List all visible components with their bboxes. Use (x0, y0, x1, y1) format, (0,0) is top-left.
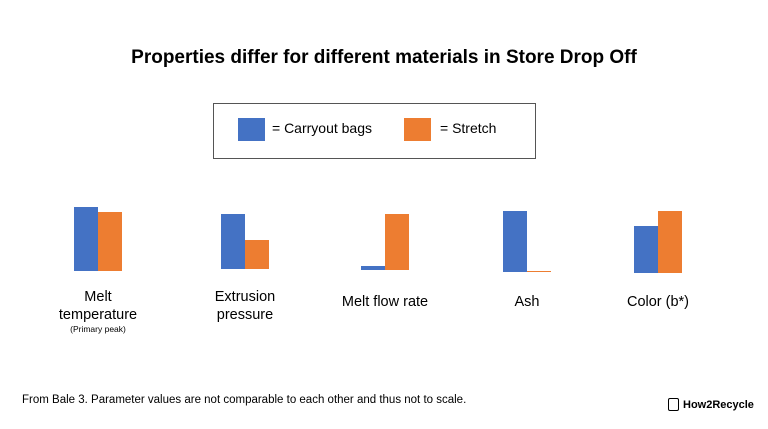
legend-text: = Stretch (440, 120, 497, 136)
logo-icon (668, 398, 679, 411)
chart-title: Melt temperature (58, 289, 138, 323)
bar (658, 211, 682, 273)
chart-title: Extrusion pressure (214, 289, 276, 323)
bar (361, 266, 385, 270)
legend-text: = Carryout bags (272, 120, 372, 136)
chart-title: Ash (514, 294, 540, 310)
slide-title: Properties differ for different material… (131, 47, 637, 68)
chart-title: Melt flow rate (341, 294, 429, 310)
bar (74, 207, 98, 271)
bar (634, 226, 658, 273)
logo-text: How2Recycle (683, 399, 754, 411)
bar (221, 214, 245, 269)
bar (503, 211, 527, 272)
footnote: From Bale 3. Parameter values are not co… (22, 394, 467, 406)
bar (98, 212, 122, 271)
bar (245, 240, 269, 269)
chart-label: Color (b*) (611, 293, 705, 311)
chart-subtitle: (Primary peak) (70, 324, 126, 334)
chart-title: Color (b*) (626, 294, 690, 310)
chart-label: Melt temperature (Primary peak) (51, 288, 145, 334)
legend-swatch (404, 118, 431, 141)
chart-label: Extrusion pressure (198, 288, 292, 324)
legend-box (213, 103, 536, 159)
legend-swatch (238, 118, 265, 141)
bar (527, 271, 551, 272)
chart-label: Ash (480, 293, 574, 311)
chart-label: Melt flow rate (338, 293, 432, 311)
bar (385, 214, 409, 270)
